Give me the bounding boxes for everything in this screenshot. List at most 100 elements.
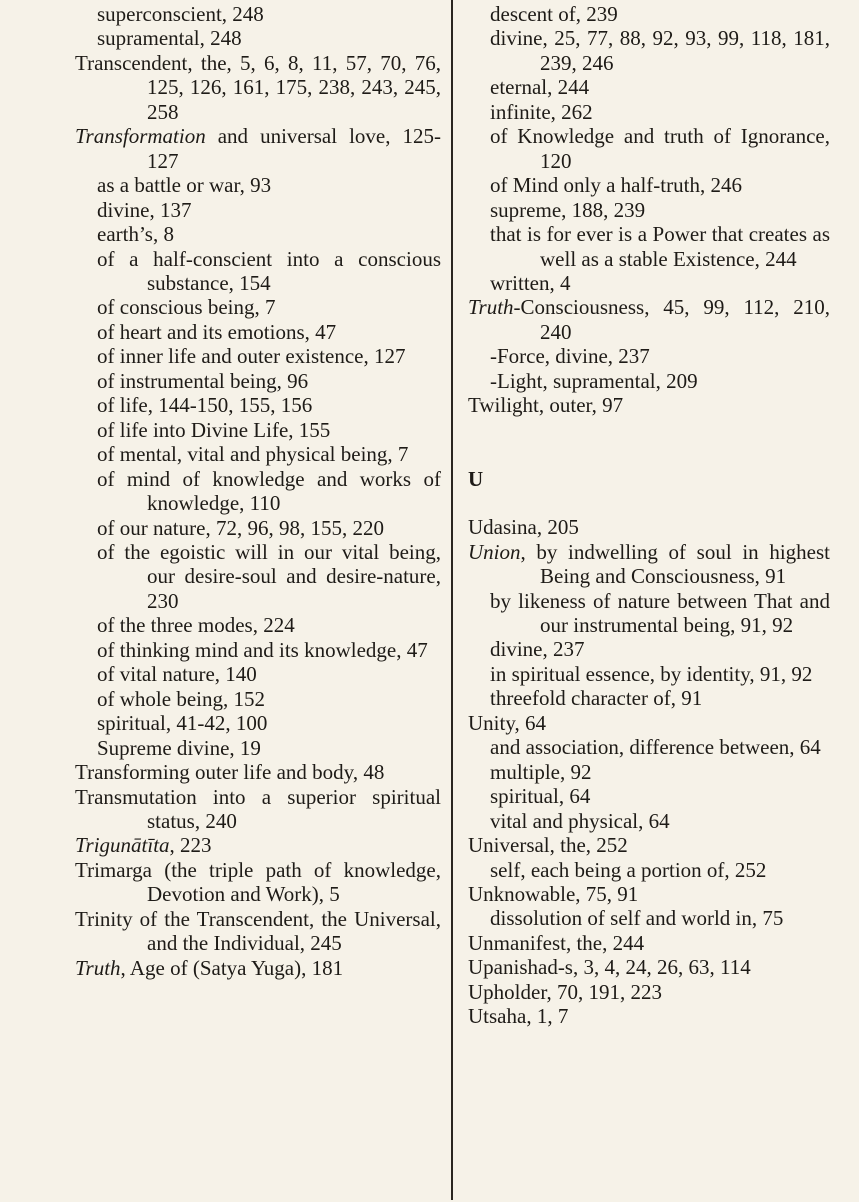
entry-text: superconscient, 248 [97, 2, 264, 26]
entry-text: divine, 25, 77, 88, 92, 93, 99, 118, 181… [490, 26, 830, 75]
index-entry: Transcendent, the, 5, 6, 8, 11, 57, 70, … [75, 51, 441, 124]
index-subentry: of a half-conscient into a conscious sub… [75, 247, 441, 296]
index-entries-t: descent of, 239 divine, 25, 77, 88, 92, 9… [468, 2, 830, 418]
entry-text: Supreme divine, 19 [97, 735, 261, 760]
entry-text: written, 4 [490, 270, 571, 295]
index-subentry: threefold character of, 91 [468, 686, 830, 710]
index-subentry: infinite, 262 [468, 100, 830, 124]
index-subentry: as a battle or war, 93 [75, 173, 441, 197]
entry-text: of a half-conscient into a conscious sub… [97, 246, 441, 295]
entry-text: of life into Divine Life, 155 [97, 417, 331, 442]
index-subentry: dissolution of self and world in, 75 [468, 906, 830, 930]
entry-text: of mental, vital and physical being, 7 [97, 442, 409, 467]
index-entry: Truth, Age of (Satya Yuga), 181 [75, 956, 441, 980]
index-entry: Universal, the, 252 [468, 833, 830, 857]
entry-text: Upanishad-s, 3, 4, 24, 26, 63, 114 [468, 955, 751, 980]
entry-text: threefold character of, 91 [490, 686, 703, 711]
index-subentry: of heart and its emotions, 47 [75, 320, 441, 344]
entry-text: of our nature, 72, 96, 98, 155, 220 [97, 515, 384, 540]
index-subentry: of Mind only a half-truth, 246 [468, 173, 830, 197]
entry-text: Udasina, 205 [468, 515, 579, 540]
index-entry: Utsaha, 1, 7 [468, 1004, 830, 1028]
index-subentry: of life into Divine Life, 155 [75, 418, 441, 442]
entry-text: spiritual, 64 [490, 784, 591, 809]
index-entry: Transmutation into a superior spiritual … [75, 785, 441, 834]
entry-term: Truth [468, 295, 514, 320]
entry-text: as a battle or war, 93 [97, 173, 272, 198]
entry-text: of life, 144-150, 155, 156 [97, 393, 313, 418]
index-subentry: written, 4 [468, 271, 830, 295]
entry-text: dissolution of self and world in, 75 [490, 906, 784, 931]
column-divider [451, 0, 453, 1200]
entry-text: Trinity of the Transcendent, the Univers… [75, 906, 441, 956]
entry-text: -Consciousness, 45, 99, 112, 210, 240 [513, 295, 830, 344]
entry-text: of thinking mind and its knowledge, 47 [97, 637, 428, 662]
entry-text: divine, 137 [97, 197, 192, 222]
section-letter: U [468, 466, 484, 491]
entry-term: Union [468, 539, 521, 564]
entry-text: , 223 [169, 833, 212, 858]
index-entry: Upanishad-s, 3, 4, 24, 26, 63, 114 [468, 955, 830, 979]
index-column-right: descent of, 239 divine, 25, 77, 88, 92, 9… [468, 2, 830, 1029]
entry-text: descent of, 239 [490, 2, 618, 26]
index-subentry: in spiritual essence, by identity, 91, 9… [468, 662, 830, 686]
index-subentry: supramental, 248 [75, 26, 441, 50]
index-entry: Trimarga (the triple path of knowledge, … [75, 858, 441, 907]
entry-text: Unknowable, 75, 91 [468, 881, 639, 906]
entry-text: in spiritual essence, by identity, 91, 9… [490, 661, 813, 686]
entry-text: divine, 237 [490, 637, 585, 662]
index-subentry: of mental, vital and physical being, 7 [75, 442, 441, 466]
entry-text: of vital nature, 140 [97, 662, 257, 687]
index-subentry: divine, 25, 77, 88, 92, 93, 99, 118, 181… [468, 26, 830, 75]
entry-text: of whole being, 152 [97, 686, 265, 711]
index-subentry: supreme, 188, 239 [468, 198, 830, 222]
index-subentry: Supreme divine, 19 [75, 736, 441, 760]
index-subentry: -Force, divine, 237 [468, 344, 830, 368]
index-subentry: of Knowledge and truth of Ignorance, 120 [468, 124, 830, 173]
entry-text: spiritual, 41-42, 100 [97, 711, 268, 736]
index-subentry: of vital nature, 140 [75, 662, 441, 686]
index-entry: Trinity of the Transcendent, the Univers… [75, 907, 441, 956]
entry-text: -Light, supramental, 209 [490, 368, 698, 393]
index-subentry: vital and physical, 64 [468, 809, 830, 833]
index-entry: Unmanifest, the, 244 [468, 931, 830, 955]
entry-text: Transforming outer life and body, 48 [75, 760, 385, 785]
index-entry: Unity, 64 [468, 711, 830, 735]
entry-text: Utsaha, 1, 7 [468, 1004, 569, 1029]
index-subentry: of the egoistic will in our vital being,… [75, 540, 441, 613]
entry-text: of inner life and outer existence, 127 [97, 344, 406, 369]
entry-text: that is for ever is a Power that creates… [490, 222, 830, 271]
index-subentry: of conscious being, 7 [75, 295, 441, 319]
entry-text: self, each being a portion of, 252 [490, 857, 767, 882]
index-subentry: of instrumental being, 96 [75, 369, 441, 393]
entry-text: of instrumental being, 96 [97, 368, 309, 393]
entry-text: Unity, 64 [468, 710, 546, 735]
entry-text: Transmutation into a superior spiritual … [75, 784, 441, 833]
index-entry: Truth-Consciousness, 45, 99, 112, 210, 2… [468, 295, 830, 344]
index-subentry: of whole being, 152 [75, 687, 441, 711]
entry-text: , by indwelling of soul in highest Being… [520, 539, 831, 589]
index-entry: Trigunātīta, 223 [75, 833, 441, 857]
entry-text: Unmanifest, the, 244 [468, 930, 645, 955]
index-subentry: self, each being a portion of, 252 [468, 858, 830, 882]
entry-text: Trimarga (the triple path of knowledge, … [75, 857, 441, 907]
entry-text: -Force, divine, 237 [490, 344, 650, 369]
index-subentry: by likeness of nature between That and o… [468, 589, 830, 638]
index-entry: Transformation and universal love, 125-1… [75, 124, 441, 173]
entry-text: of the egoistic will in our vital being,… [97, 539, 441, 613]
entry-text: infinite, 262 [490, 99, 593, 124]
index-subentry: of inner life and outer existence, 127 [75, 344, 441, 368]
entry-text: Universal, the, 252 [468, 833, 628, 858]
index-subentry: and association, difference between, 64 [468, 735, 830, 759]
index-entry: Union, by indwelling of soul in highest … [468, 540, 830, 589]
entry-text: of Mind only a half-truth, 246 [490, 173, 742, 198]
entry-text: , Age of (Satya Yuga), 181 [120, 955, 344, 980]
index-subentry: of mind of knowledge and works of knowle… [75, 467, 441, 516]
index-subentry: -Light, supramental, 209 [468, 369, 830, 393]
entry-text: supramental, 248 [97, 26, 242, 51]
index-entries-u: Udasina, 205 Union, by indwelling of soul… [468, 515, 830, 1029]
index-subentry: of thinking mind and its knowledge, 47 [75, 638, 441, 662]
index-subentry: that is for ever is a Power that creates… [468, 222, 830, 271]
index-subentry: earth’s, 8 [75, 222, 441, 246]
entry-text: supreme, 188, 239 [490, 197, 646, 222]
